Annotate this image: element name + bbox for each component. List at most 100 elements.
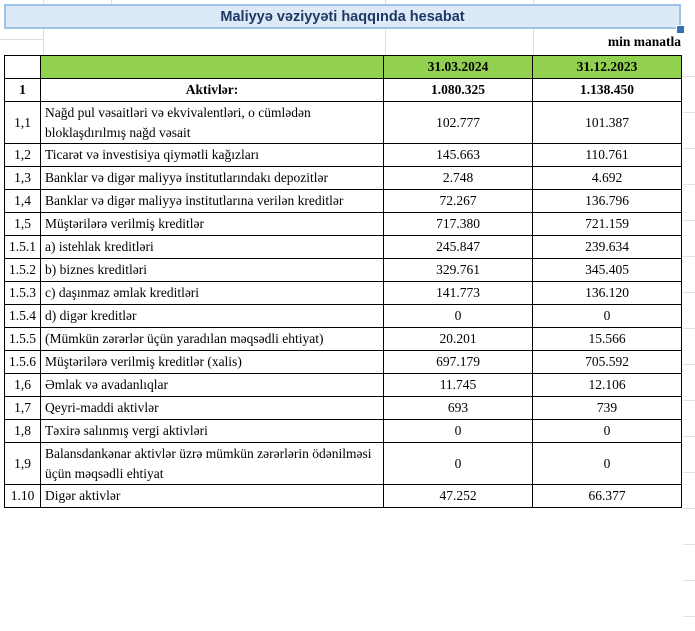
row-label[interactable]: Nağd pul vəsaitləri və ekvivalentləri, o…	[40, 100, 384, 145]
gridline	[533, 29, 534, 55]
header-cell-empty[interactable]	[4, 55, 41, 79]
row-label[interactable]: Müştərilərə verilmiş kreditlər	[40, 212, 384, 237]
table-row: 1.5.4 d) digər kreditlər 0 0	[4, 304, 682, 329]
row-value-2024[interactable]: 141.773	[383, 281, 533, 306]
row-number[interactable]: 1,4	[4, 189, 41, 214]
row-label[interactable]: (Mümkün zərərlər üçün yaradılan məqsədli…	[40, 327, 384, 352]
row-number[interactable]: 1.5.5	[4, 327, 41, 352]
row-value-2023[interactable]: 4.692	[532, 166, 682, 191]
row-label[interactable]: Digər aktivlər	[40, 484, 384, 509]
row-label[interactable]: c) daşınmaz əmlak kreditləri	[40, 281, 384, 306]
table-row: 1,7 Qeyri-maddi aktivlər 693 739	[4, 396, 682, 421]
row-label[interactable]: Ticarət və investisiya qiymətli kağızlar…	[40, 143, 384, 168]
row-number[interactable]: 1	[4, 78, 41, 102]
row-number[interactable]: 1.5.4	[4, 304, 41, 329]
table-row: 1.5.1 a) istehlak kreditləri 245.847 239…	[4, 235, 682, 260]
table-header-row: 31.03.2024 31.12.2023	[4, 55, 682, 79]
row-number[interactable]: 1.5.2	[4, 258, 41, 283]
report-title-cell[interactable]: Maliyyə vəziyyəti haqqında hesabat	[4, 4, 681, 29]
row-value-2023[interactable]: 239.634	[532, 235, 682, 260]
row-number[interactable]: 1,1	[4, 100, 41, 145]
row-label[interactable]: Banklar və digər maliyyə institutlarında…	[40, 166, 384, 191]
row-value-2023[interactable]: 15.566	[532, 327, 682, 352]
row-number[interactable]: 1.5.3	[4, 281, 41, 306]
table-row: 1,1 Nağd pul vəsaitləri və ekvivalentlər…	[4, 100, 682, 145]
row-value-2024[interactable]: 329.761	[383, 258, 533, 283]
row-label[interactable]: Müştərilərə verilmiş kreditlər (xalis)	[40, 350, 384, 375]
table-row: 1.5.3 c) daşınmaz əmlak kreditləri 141.7…	[4, 281, 682, 306]
unit-note: min manatla	[607, 34, 681, 49]
row-value-2024[interactable]: 72.267	[383, 189, 533, 214]
row-value-2024[interactable]: 145.663	[383, 143, 533, 168]
row-value-2024[interactable]: 0	[383, 442, 533, 486]
row-value-2024[interactable]: 245.847	[383, 235, 533, 260]
row-number[interactable]: 1.5.1	[4, 235, 41, 260]
table-row: 1,5 Müştərilərə verilmiş kreditlər 717.3…	[4, 212, 682, 237]
header-cell-date-2024[interactable]: 31.03.2024	[383, 55, 533, 79]
row-value-2023[interactable]: 739	[532, 396, 682, 421]
spreadsheet-gridlines-right	[683, 41, 695, 627]
table-row: 1.5.6 Müştərilərə verilmiş kreditlər (xa…	[4, 350, 682, 375]
row-value-2023[interactable]: 0	[532, 419, 682, 444]
gridline	[385, 0, 386, 4]
row-value-2023[interactable]: 136.796	[532, 189, 682, 214]
row-label[interactable]: Təxirə salınmış vergi aktivləri	[40, 419, 384, 444]
row-value-2024[interactable]: 0	[383, 304, 533, 329]
row-value-2023[interactable]: 66.377	[532, 484, 682, 509]
row-value-2023[interactable]: 345.405	[532, 258, 682, 283]
row-number[interactable]: 1,3	[4, 166, 41, 191]
row-value-2023[interactable]: 12.106	[532, 373, 682, 398]
row-number[interactable]: 1.10	[4, 484, 41, 509]
table-row-assets-total: 1 Aktivlər: 1.080.325 1.138.450	[4, 78, 682, 102]
table-row: 1,6 Əmlak və avadanlıqlar 11.745 12.106	[4, 373, 682, 398]
row-value-2024[interactable]: 20.201	[383, 327, 533, 352]
row-value-2023[interactable]: 721.159	[532, 212, 682, 237]
row-value-2023[interactable]: 136.120	[532, 281, 682, 306]
row-label[interactable]: Qeyri-maddi aktivlər	[40, 396, 384, 421]
table-row: 1,8 Təxirə salınmış vergi aktivləri 0 0	[4, 419, 682, 444]
row-label[interactable]: d) digər kreditlər	[40, 304, 384, 329]
row-label[interactable]: Banklar və digər maliyyə institutlarına …	[40, 189, 384, 214]
row-number[interactable]: 1,5	[4, 212, 41, 237]
row-label[interactable]: a) istehlak kreditləri	[40, 235, 384, 260]
row-value-2024[interactable]: 11.745	[383, 373, 533, 398]
row-value-2024[interactable]: 693	[383, 396, 533, 421]
gridline	[385, 29, 386, 55]
table-row: 1,4 Banklar və digər maliyyə institutlar…	[4, 189, 682, 214]
table-row: 1.5.2 b) biznes kreditləri 329.761 345.4…	[4, 258, 682, 283]
row-value-2023[interactable]: 705.592	[532, 350, 682, 375]
table-row: 1,2 Ticarət və investisiya qiymətli kağı…	[4, 143, 682, 168]
row-value-2024[interactable]: 1.080.325	[383, 78, 533, 102]
row-number[interactable]: 1,8	[4, 419, 41, 444]
row-value-2024[interactable]: 717.380	[383, 212, 533, 237]
row-value-2023[interactable]: 110.761	[532, 143, 682, 168]
row-label[interactable]: Aktivlər:	[40, 78, 384, 102]
row-value-2024[interactable]: 47.252	[383, 484, 533, 509]
table-row: 1.5.5 (Mümkün zərərlər üçün yaradılan mə…	[4, 327, 682, 352]
gridline	[0, 39, 43, 40]
table-row: 1,9 Balansdankənar aktivlər üzrə mümkün …	[4, 442, 682, 486]
row-label[interactable]: Əmlak və avadanlıqlar	[40, 373, 384, 398]
selection-fill-handle[interactable]	[676, 25, 685, 34]
row-value-2023[interactable]: 1.138.450	[532, 78, 682, 102]
header-cell-date-2023[interactable]: 31.12.2023	[532, 55, 682, 79]
row-value-2024[interactable]: 697.179	[383, 350, 533, 375]
gridline	[533, 0, 534, 4]
row-number[interactable]: 1.5.6	[4, 350, 41, 375]
row-value-2023[interactable]: 0	[532, 304, 682, 329]
row-number[interactable]: 1,7	[4, 396, 41, 421]
financial-table: 31.03.2024 31.12.2023 1 Aktivlər: 1.080.…	[4, 55, 682, 509]
gridline	[43, 0, 44, 4]
row-label[interactable]: Balansdankənar aktivlər üzrə mümkün zərə…	[40, 442, 384, 486]
row-value-2024[interactable]: 0	[383, 419, 533, 444]
row-number[interactable]: 1,2	[4, 143, 41, 168]
row-value-2024[interactable]: 2.748	[383, 166, 533, 191]
row-number[interactable]: 1,6	[4, 373, 41, 398]
row-label[interactable]: b) biznes kreditləri	[40, 258, 384, 283]
row-number[interactable]: 1,9	[4, 442, 41, 486]
table-row: 1,3 Banklar və digər maliyyə institutlar…	[4, 166, 682, 191]
row-value-2023[interactable]: 101.387	[532, 100, 682, 145]
header-cell-empty-green[interactable]	[40, 55, 384, 79]
row-value-2024[interactable]: 102.777	[383, 100, 533, 145]
row-value-2023[interactable]: 0	[532, 442, 682, 486]
